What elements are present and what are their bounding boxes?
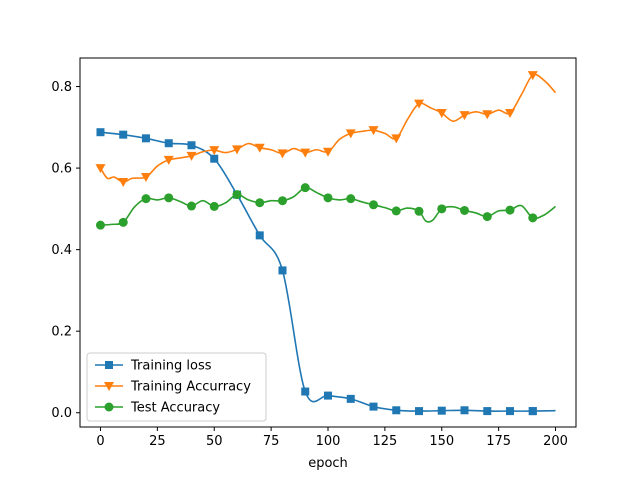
y-tick-label: 0.8 [51,80,72,95]
data-point [391,134,402,144]
plot-area [95,71,557,416]
data-point [324,391,332,400]
data-point [277,196,287,206]
data-point [186,201,196,211]
legend-marker [105,361,113,369]
data-point [163,155,174,165]
y-tick-label: 0.0 [51,406,72,421]
data-point [437,406,446,415]
series-training-loss [96,128,556,416]
data-point [231,145,242,155]
data-point [460,406,469,415]
y-tick-label: 0.6 [51,162,72,177]
data-point [414,206,424,216]
y-axis: 0.0 0.2 0.4 0.6 0.8 [51,80,80,421]
data-point [482,110,493,120]
series-test-accuracy [95,183,557,230]
data-point [414,99,425,109]
data-point [164,139,173,148]
legend-item: Test Accuracy [95,401,220,416]
x-tick-label: 25 [149,434,166,449]
data-point [186,151,197,161]
legend-item: Training loss [95,359,212,374]
data-point [323,193,333,203]
data-point [187,141,196,150]
x-tick-label: 75 [263,434,280,449]
data-point [140,173,151,183]
data-point [209,146,220,156]
data-point [528,213,538,223]
data-point [392,406,401,415]
data-point [506,407,515,416]
data-point [255,231,264,240]
x-tick-label: 150 [429,434,454,449]
x-tick-label: 125 [372,434,397,449]
data-point [118,177,129,187]
data-point [460,205,470,215]
data-point [277,149,288,159]
data-point [528,407,537,416]
data-point [119,130,128,139]
data-point [369,402,378,411]
data-point [300,148,311,158]
data-point [164,193,174,203]
x-tick-label: 50 [206,434,223,449]
x-tick-label: 200 [543,434,568,449]
data-point [232,190,242,200]
legend-label: Test Accuracy [130,401,220,416]
legend: Training loss Training Accurracy Test Accu… [86,352,267,422]
data-point [346,394,355,403]
data-point [368,126,379,136]
series-training-accurracy [95,71,557,187]
x-axis: 0 25 50 75 100 125 150 175 200 [96,427,568,449]
legend-marker [104,402,114,412]
data-point [437,204,447,214]
data-point [505,109,516,119]
data-point [209,201,219,211]
data-point [254,143,265,153]
data-point [95,164,106,174]
series-line [100,186,557,226]
data-point [210,154,219,163]
data-point [300,183,310,193]
data-point [459,111,470,121]
data-point [301,387,310,396]
data-point [505,205,515,215]
data-point [141,134,150,143]
legend-box [86,352,267,422]
data-point [415,407,424,416]
legend-marker [104,382,114,391]
x-tick-label: 100 [316,434,341,449]
data-point [483,407,492,416]
x-axis-label: epoch [308,456,348,471]
data-point [141,194,151,204]
data-point [391,206,401,216]
data-point [278,266,287,275]
x-tick-label: 0 [96,434,104,449]
data-point [345,129,356,139]
data-point [527,71,538,81]
y-tick-label: 0.4 [51,243,72,258]
y-tick-label: 0.2 [51,325,72,340]
data-point [95,220,105,230]
legend-label: Training Accurracy [130,380,251,395]
legend-label: Training loss [130,359,212,374]
data-point [96,128,105,137]
data-point [118,217,128,227]
x-tick-label: 175 [486,434,511,449]
data-point [323,147,333,157]
data-point [255,198,265,208]
data-point [369,200,379,210]
legend-item: Training Accurracy [95,380,251,395]
data-point [436,109,447,119]
data-point [346,194,356,204]
data-point [482,212,492,222]
